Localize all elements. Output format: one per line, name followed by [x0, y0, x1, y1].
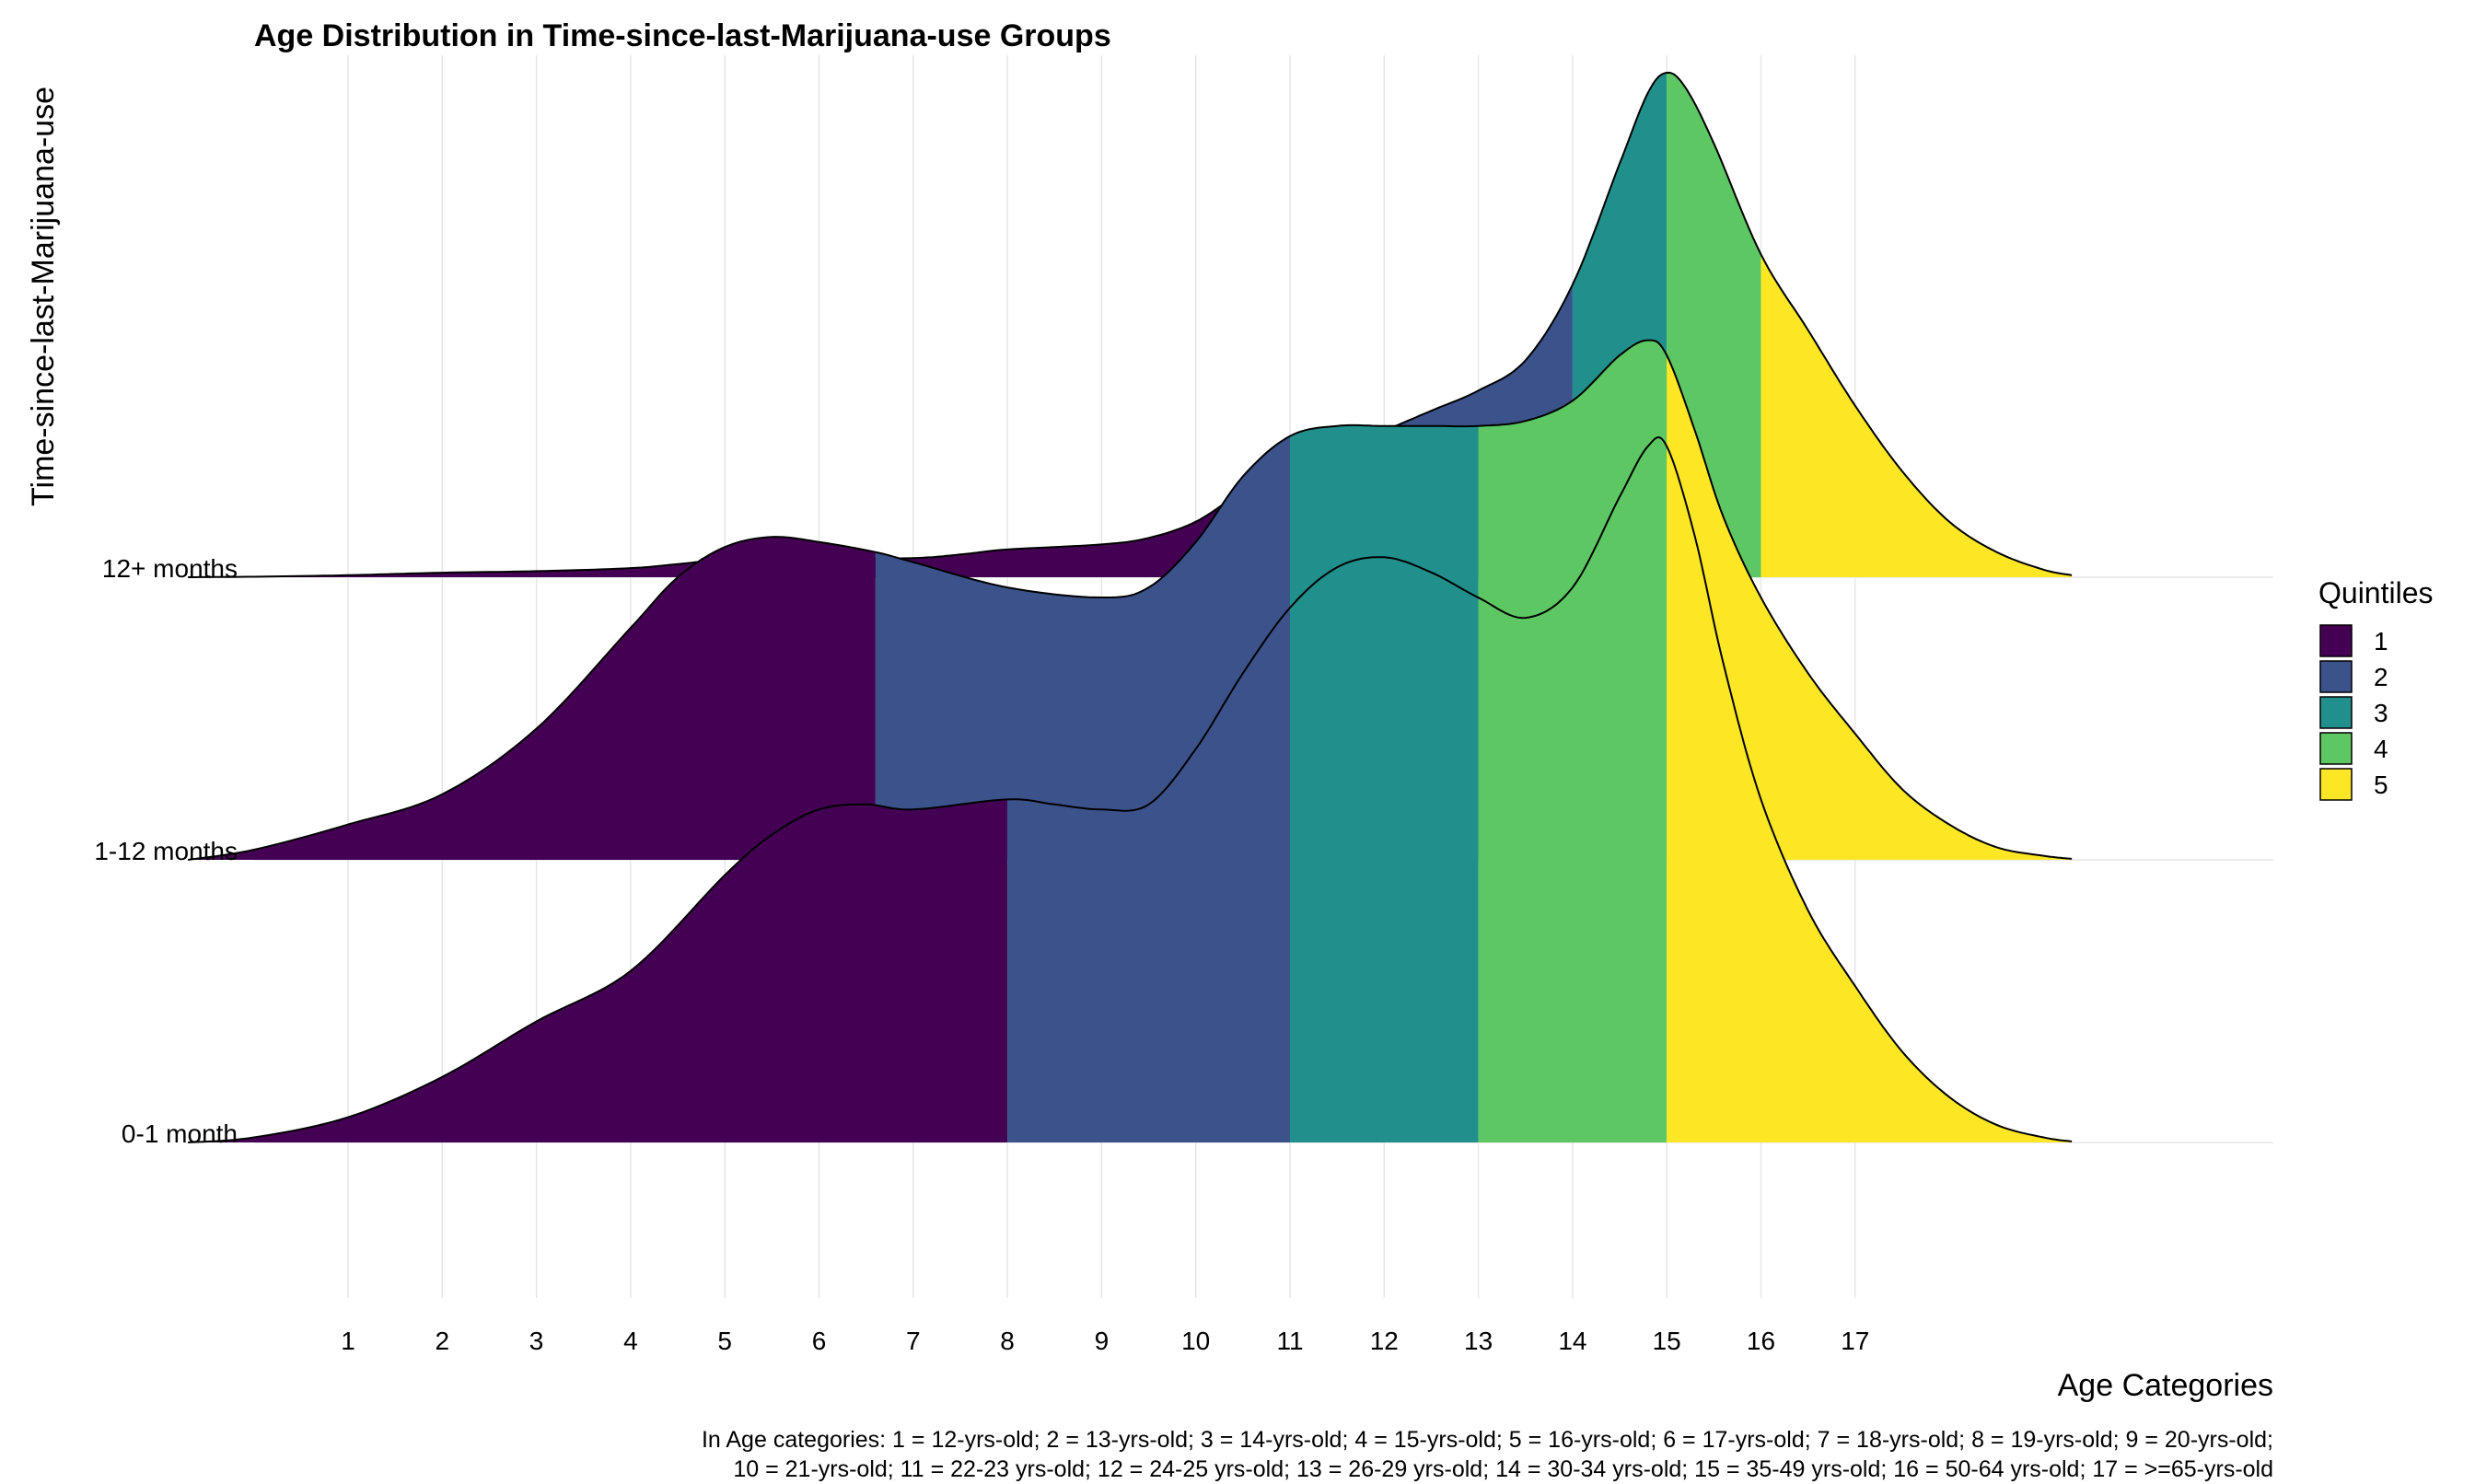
ridges — [187, 71, 2073, 1143]
x-tick-label: 8 — [1000, 1327, 1015, 1355]
quintile-1-area — [188, 537, 876, 860]
x-tick-label: 9 — [1095, 1327, 1110, 1355]
caption-line-2: 10 = 21-yrs-old; 11 = 22-23 yrs-old; 12 … — [733, 1456, 2273, 1482]
legend-swatch-1 — [2319, 624, 2353, 657]
x-tick-label: 15 — [1653, 1327, 1681, 1355]
density-outline — [187, 339, 2073, 861]
x-tick-label: 5 — [717, 1327, 732, 1355]
x-tick-label: 12 — [1370, 1327, 1399, 1355]
ridge-0-1-month — [188, 435, 2073, 1143]
x-axis-ticks: 1 2 3 4 5 6 7 8 9 10 11 12 13 14 15 16 17 — [341, 1327, 1869, 1355]
legend-swatch-4 — [2319, 732, 2353, 765]
x-tick-label: 3 — [529, 1327, 544, 1355]
x-axis-title: Age Categories — [2058, 1368, 2273, 1403]
chart-title: Age Distribution in Time-since-last-Mari… — [254, 18, 1111, 53]
legend-title: Quintiles — [2318, 576, 2434, 609]
y-tick-label: 12+ months — [102, 554, 238, 583]
caption-line-1: In Age categories: 1 = 12-yrs-old; 2 = 1… — [702, 1427, 2273, 1453]
x-tick-label: 1 — [341, 1327, 355, 1355]
y-axis-ticks: 12+ months 1-12 months 0-1 month — [94, 554, 238, 1148]
x-tick-label: 7 — [906, 1327, 921, 1355]
quintile-2-area — [875, 435, 1290, 860]
quintile-4-area — [1478, 437, 1667, 1142]
legend-label-1: 1 — [2374, 627, 2388, 655]
legend-label-3: 3 — [2374, 699, 2388, 727]
y-tick-label: 0-1 month — [122, 1119, 238, 1148]
x-tick-label: 10 — [1181, 1327, 1210, 1355]
legend-swatch-2 — [2319, 660, 2353, 693]
y-axis-title: Time-since-last-Marijuana-use — [26, 87, 61, 506]
x-tick-label: 11 — [1276, 1327, 1303, 1355]
density-outline — [188, 435, 2073, 1143]
quintile-5-area — [1760, 254, 2073, 577]
legend-swatch-3 — [2319, 696, 2353, 729]
x-tick-label: 16 — [1747, 1327, 1775, 1355]
quintile-5-area — [1667, 446, 2073, 1142]
legend-label-4: 4 — [2374, 735, 2388, 763]
legend-label-5: 5 — [2374, 771, 2388, 799]
legend-swatch-5 — [2319, 768, 2353, 801]
quintile-2-area — [1007, 608, 1290, 1142]
x-tick-label: 2 — [436, 1327, 450, 1355]
quintile-5-area — [1667, 355, 2073, 860]
y-tick-label: 1-12 months — [94, 837, 238, 865]
ridge-12-months — [188, 71, 2073, 578]
x-tick-label: 4 — [623, 1327, 638, 1355]
x-tick-label: 14 — [1558, 1327, 1586, 1355]
x-tick-label: 6 — [812, 1327, 827, 1355]
x-tick-label: 13 — [1464, 1327, 1493, 1355]
quintile-1-area — [188, 799, 1008, 1142]
quintile-3-area — [1290, 557, 1479, 1142]
legend: Quintiles 1 2 3 4 5 — [2318, 576, 2434, 801]
legend-items: 1 2 3 4 5 — [2319, 624, 2388, 801]
x-tick-label: 17 — [1841, 1327, 1869, 1355]
legend-label-2: 2 — [2374, 663, 2388, 691]
